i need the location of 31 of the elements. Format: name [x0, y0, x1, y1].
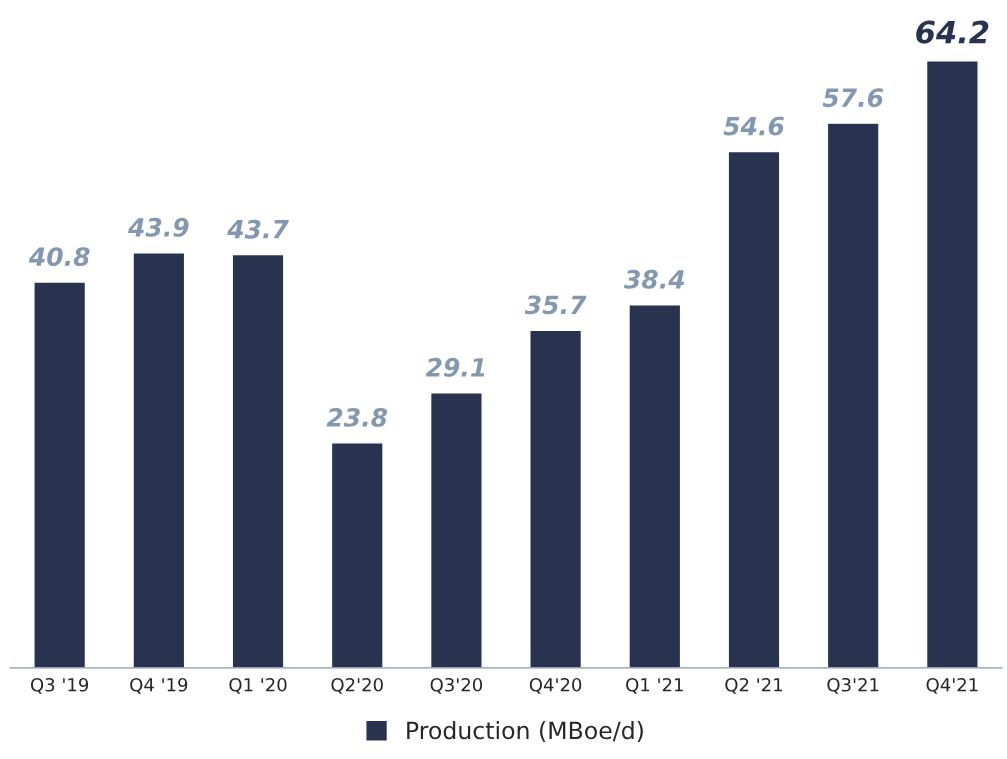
bar — [231, 253, 285, 668]
data-label: 23.8 — [326, 407, 388, 427]
x-tick-label: Q4'20 — [529, 677, 582, 694]
x-tick-label: Q3'20 — [430, 677, 483, 694]
data-label: 29.1 — [425, 357, 485, 377]
data-label: 35.7 — [524, 295, 587, 315]
x-tick-label: Q2 '21 — [725, 677, 783, 694]
bar — [330, 442, 384, 668]
legend-label: Production (MBoe/d) — [407, 721, 643, 743]
bar — [826, 122, 880, 668]
data-label: 64.2 — [916, 20, 989, 44]
data-label: 38.4 — [623, 269, 685, 289]
data-label: 43.9 — [127, 217, 189, 237]
x-tick-label: Q1 '20 — [229, 677, 287, 694]
data-label: 57.6 — [822, 88, 884, 108]
bar — [727, 150, 781, 668]
x-tick-label: Q3'21 — [827, 677, 879, 694]
bar — [429, 391, 483, 668]
bar — [628, 304, 682, 668]
bar — [33, 281, 87, 668]
x-tick-label: Q4'21 — [926, 677, 978, 694]
x-tick-label: Q2'20 — [331, 677, 383, 694]
x-tick-label: Q1 '21 — [626, 677, 683, 694]
x-tick-label: Q3 '19 — [30, 677, 89, 694]
data-label: 43.7 — [227, 219, 289, 239]
bar — [132, 252, 186, 668]
data-label: 54.6 — [723, 116, 784, 136]
bar — [925, 60, 979, 668]
bar — [529, 329, 583, 668]
x-tick-label: Q4 '19 — [130, 677, 188, 694]
data-label: 40.8 — [28, 247, 90, 267]
